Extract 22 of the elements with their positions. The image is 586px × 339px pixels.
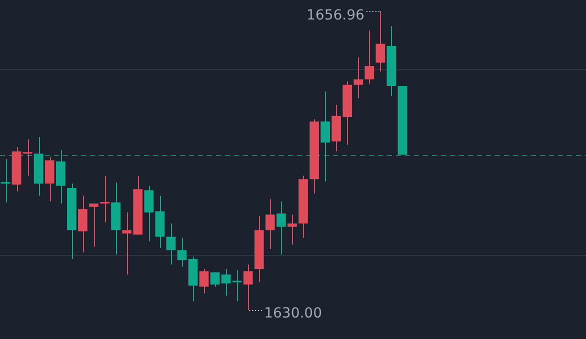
candlestick xyxy=(364,30,374,84)
candlestick xyxy=(221,268,231,296)
candlestick xyxy=(320,91,330,182)
candlestick xyxy=(243,264,253,310)
candlestick xyxy=(199,268,209,294)
candlestick xyxy=(265,198,275,250)
candlestick xyxy=(354,56,364,99)
candlestick xyxy=(288,214,297,246)
candlestick xyxy=(177,237,187,268)
annotation: 1656.96 xyxy=(306,8,365,24)
candlestick xyxy=(78,195,88,253)
annotation: 1630.00 xyxy=(264,306,322,322)
candlestick xyxy=(210,272,220,288)
candlestick xyxy=(0,158,10,203)
candlestick xyxy=(44,156,54,202)
candlestick xyxy=(276,200,286,256)
candlestick xyxy=(89,203,98,248)
candlestick xyxy=(376,10,386,72)
candlestick xyxy=(22,138,32,176)
candlestick xyxy=(232,270,242,302)
candlestick xyxy=(100,175,110,223)
candlestick xyxy=(166,222,176,266)
